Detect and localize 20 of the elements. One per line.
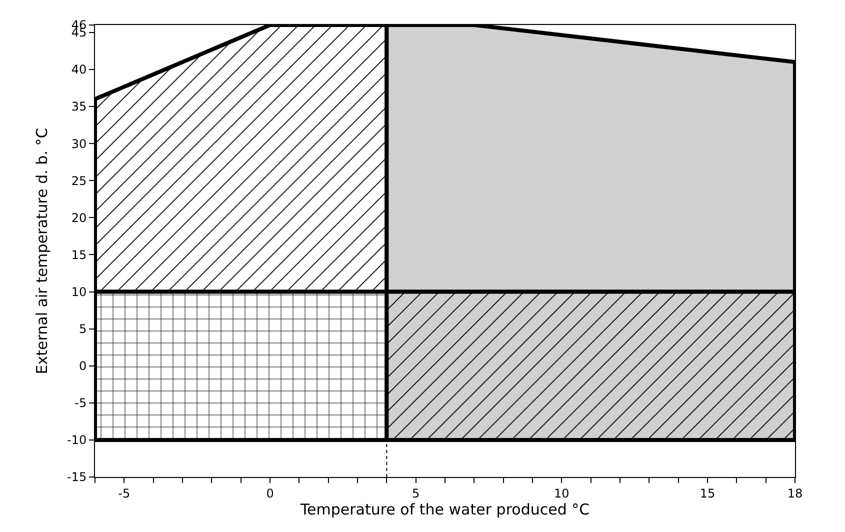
x-tick-label: 15 [700, 486, 716, 500]
y-tick-label: 30 [71, 136, 87, 151]
x-tick-label: -5 [118, 486, 130, 500]
y-tick-label: 10 [71, 284, 87, 299]
x-tick-label: 18 [787, 486, 803, 500]
y-tick-label: -15 [66, 470, 87, 484]
x-tick-label: 0 [266, 486, 274, 500]
y-tick-label: 20 [71, 210, 87, 225]
x-tick-label: 5 [412, 486, 420, 500]
y-axis-title: External air temperature d. b. °C [33, 128, 52, 374]
y-tick-label: 0 [78, 359, 87, 374]
y-tick-label: 25 [71, 174, 87, 188]
y-tick-label: -10 [66, 433, 87, 448]
y-tick-label: 5 [78, 322, 87, 336]
y-tick-label: 40 [71, 62, 87, 77]
y-tick-label: 35 [71, 100, 87, 114]
x-axis-title: Temperature of the water produced °C [299, 500, 590, 518]
y-tick-label: 15 [71, 248, 87, 262]
y-tick-label: -5 [74, 396, 87, 410]
x-tick-label: 10 [554, 486, 570, 500]
